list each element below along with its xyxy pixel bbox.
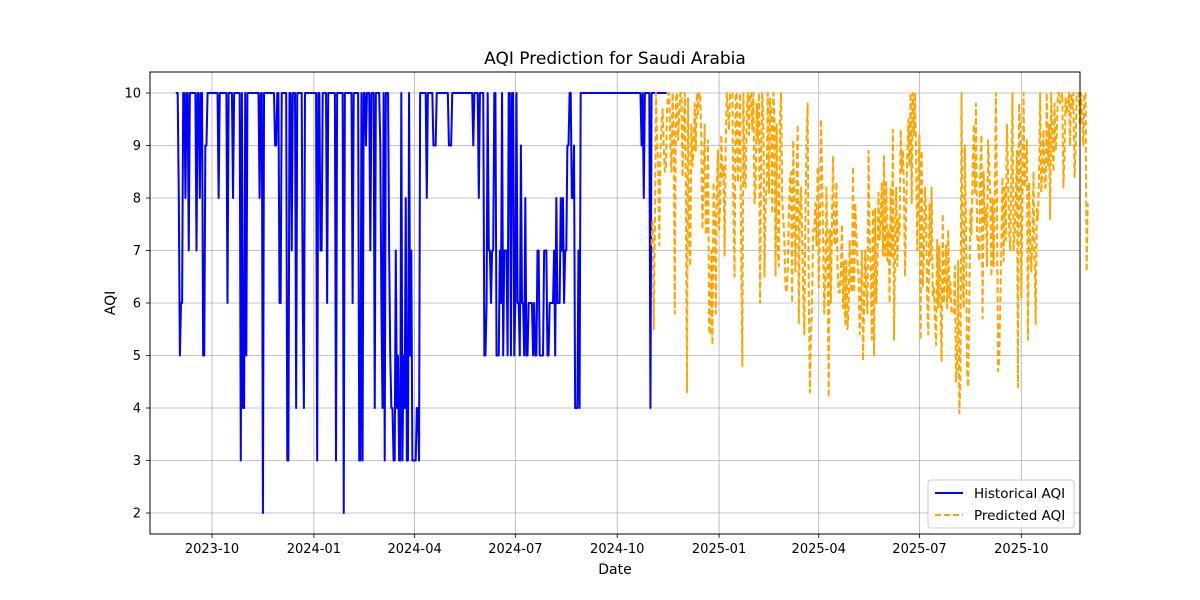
y-tick-label: 2 <box>133 507 141 522</box>
x-tick-label: 2024-01 <box>287 542 341 557</box>
historical-aqi-line <box>175 92 667 514</box>
x-tick-label: 2023-10 <box>185 542 239 557</box>
plot-area <box>175 92 1089 514</box>
x-tick-label: 2025-04 <box>792 542 846 557</box>
legend-box <box>927 479 1075 529</box>
x-tick-label: 2025-01 <box>692 542 746 557</box>
chart-title: AQI Prediction for Saudi Arabia <box>484 49 746 69</box>
y-tick-label: 10 <box>124 87 141 102</box>
y-tick-label: 6 <box>133 297 141 312</box>
legend-label-predicted: Predicted AQI <box>974 508 1065 524</box>
y-tick-label: 9 <box>133 139 141 154</box>
x-tick-label: 2024-10 <box>590 542 644 557</box>
y-tick-label: 4 <box>133 402 141 417</box>
axis-ticks: 2 3 4 5 6 7 8 9 10 2023-10 2024-01 2024-04 2024-07 20… <box>124 87 1048 558</box>
legend-label-historical: Historical AQI <box>974 486 1065 502</box>
x-tick-label: 2024-07 <box>488 542 542 557</box>
y-tick-label: 7 <box>133 244 141 259</box>
predicted-aqi-line <box>650 92 1089 415</box>
y-axis-label: AQI <box>103 291 119 315</box>
y-tick-label: 5 <box>133 349 141 364</box>
legend: Historical AQI Predicted AQI <box>927 479 1075 529</box>
x-tick-label: 2025-07 <box>892 542 946 557</box>
x-tick-label: 2024-04 <box>387 542 441 557</box>
x-axis-label: Date <box>598 562 631 578</box>
y-tick-label: 8 <box>133 192 141 207</box>
x-tick-label: 2025-10 <box>994 542 1048 557</box>
y-tick-label: 3 <box>133 454 141 469</box>
